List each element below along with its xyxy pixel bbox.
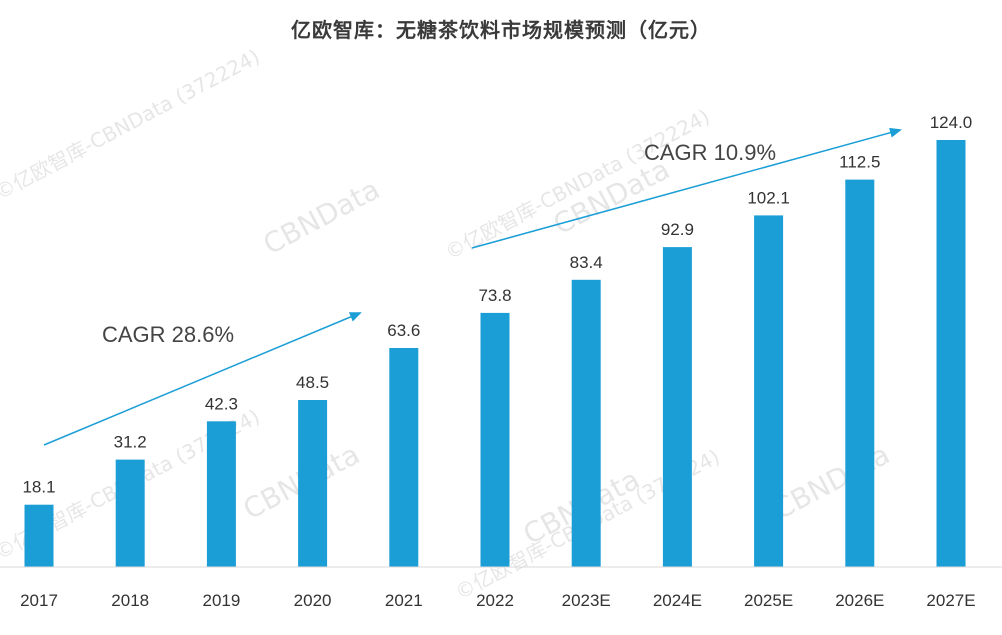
cagr-arrow-1 <box>43 312 362 446</box>
cagr-label-2: CAGR 10.9% <box>644 140 776 165</box>
bar-2020 <box>298 400 328 567</box>
value-label-2026E: 112.5 <box>839 153 880 172</box>
value-label-2023E: 83.4 <box>570 253 603 272</box>
chart-title: 亿欧智库：无糖茶饮料市场规模预测（亿元） <box>291 18 711 42</box>
value-label-2021: 63.6 <box>387 321 420 340</box>
bar-2027E <box>936 140 966 567</box>
watermark-text: CBNData <box>768 438 895 527</box>
bar-2018 <box>115 459 145 567</box>
x-tick-2025E: 2025E <box>744 591 793 610</box>
x-tick-2017: 2017 <box>20 591 58 610</box>
bar-2023E <box>571 279 601 567</box>
bars <box>24 140 966 567</box>
watermark-text: ©亿欧智库-CBNData (372224) <box>441 104 714 264</box>
x-tick-2024E: 2024E <box>653 591 702 610</box>
x-tick-2027E: 2027E <box>926 591 975 610</box>
cagr-label-1: CAGR 28.6% <box>102 322 234 347</box>
bar-2017 <box>24 504 54 567</box>
bar-2022 <box>480 312 510 567</box>
x-tick-2023E: 2023E <box>562 591 611 610</box>
value-label-2025E: 102.1 <box>747 188 790 207</box>
cagr-arrow-2 <box>471 127 902 249</box>
value-labels: 18.1 31.2 42.3 48.5 63.6 73.8 83.4 92.9 102.1 112… <box>22 113 972 497</box>
cagr-annotations: CAGR 28.6% CAGR 10.9% <box>43 127 902 446</box>
watermark-text: ©亿欧智库-CBNData (372224) <box>0 44 264 204</box>
value-label-2027E: 124.0 <box>930 113 973 132</box>
bar-2024E <box>662 247 692 567</box>
value-label-2022: 73.8 <box>478 286 511 305</box>
bar-2026E <box>845 179 875 567</box>
value-label-2017: 18.1 <box>22 478 55 497</box>
watermark-text: CBNData <box>258 173 385 262</box>
value-label-2019: 42.3 <box>205 394 238 413</box>
bar-2019 <box>206 421 236 567</box>
bar-2025E <box>754 215 784 567</box>
x-tick-2021: 2021 <box>385 591 423 610</box>
x-tick-2026E: 2026E <box>835 591 884 610</box>
value-label-2024E: 92.9 <box>661 220 694 239</box>
x-tick-2018: 2018 <box>111 591 149 610</box>
value-label-2018: 31.2 <box>114 433 147 452</box>
x-tick-labels: 2017 2018 2019 2020 2021 2022 2023E 2024E 2025E 2… <box>20 591 976 610</box>
value-label-2020: 48.5 <box>296 373 329 392</box>
bar-2021 <box>389 348 419 567</box>
x-tick-2019: 2019 <box>202 591 240 610</box>
x-tick-2022: 2022 <box>476 591 514 610</box>
x-tick-2020: 2020 <box>294 591 332 610</box>
